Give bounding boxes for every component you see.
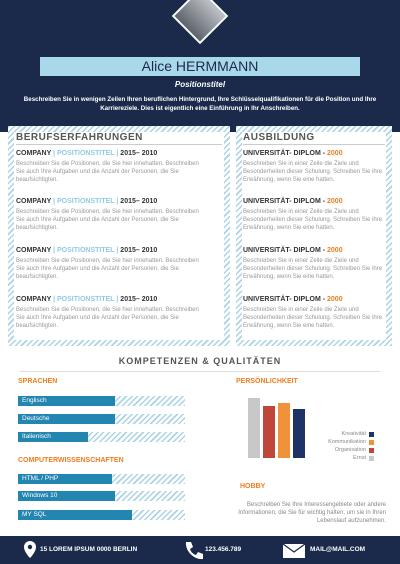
divider — [20, 371, 380, 372]
skill-bar — [18, 510, 132, 520]
skill-bar — [18, 432, 89, 442]
degree: UNIVERSITÄT- DIPLOM - — [243, 150, 326, 157]
footer-bg — [0, 536, 400, 564]
entry-text: Beschreiben Sie in einer Zeile die Ziele… — [243, 161, 383, 183]
skill-bar — [18, 414, 115, 424]
skill-name: HTML / PHP — [22, 475, 59, 482]
sub-heading: PERSÖNLICHKEIT — [236, 378, 298, 385]
company: COMPANY — [16, 150, 52, 157]
summary: Beschreiben Sie in wenigen Zeilen Ihren … — [23, 96, 377, 112]
skill-name: MY SQL — [22, 511, 47, 518]
skill-track: MY SQL — [18, 510, 185, 520]
entry-text: Beschreiben Sie die Positionen, die Sie … — [16, 161, 199, 183]
entry-text: Beschreiben Sie in einer Zeile die Ziele… — [243, 258, 383, 280]
years: 2015– 2010 — [120, 247, 158, 254]
skill-name: Deutsche — [22, 415, 50, 422]
degree: UNIVERSITÄT- DIPLOM - — [243, 247, 326, 254]
years: 2015– 2010 — [120, 150, 158, 157]
skill-track: Deutsche — [18, 414, 185, 424]
year: 2000 — [327, 198, 343, 205]
footer-icons — [24, 541, 306, 560]
entry-text: Beschreiben Sie die Positionen, die Sie … — [16, 209, 199, 231]
skill-track: Englisch — [18, 396, 185, 406]
skill-track: HTML / PHP — [18, 474, 185, 484]
email: MAIL@MAIL.COM — [310, 546, 366, 553]
section-heading: AUSBILDUNG — [243, 132, 315, 143]
company: COMPANY — [16, 198, 52, 205]
year: 2000 — [327, 296, 343, 303]
sub-heading: SPRACHEN — [18, 378, 58, 385]
entry-title: COMPANY | POSITIONSTITEL | 2015– 2010 — [16, 247, 222, 254]
bar — [293, 409, 305, 458]
entry-title: COMPANY | POSITIONSTITEL | 2015– 2010 — [16, 150, 222, 157]
legend-swatch — [369, 448, 374, 453]
skill-bar — [18, 396, 115, 406]
skill-name: Italienisch — [22, 433, 51, 440]
section-heading: BERUFSERFAHRUNGEN — [16, 132, 143, 143]
job-title: Positionstitel — [174, 80, 226, 89]
legend-swatch — [369, 456, 374, 461]
skill-name: Windows 10 — [22, 492, 58, 499]
entry-text: Beschreiben Sie in einer Zeile die Ziele… — [243, 307, 383, 329]
company: COMPANY — [16, 247, 52, 254]
experience-box — [8, 126, 230, 346]
degree: UNIVERSITÄT- DIPLOM - — [243, 296, 326, 303]
section-heading: KOMPETENZEN & QUALITÄTEN — [118, 356, 282, 366]
legend-label: Ernst — [353, 455, 366, 461]
entry-title: COMPANY | POSITIONSTITEL | 2015– 2010 — [16, 198, 222, 205]
entry-title: UNIVERSITÄT- DIPLOM - 2000 — [243, 247, 388, 254]
skill-bar — [18, 491, 115, 501]
address: 15 LOREM IPSUM 0000 BERLIN — [40, 546, 138, 553]
bar — [263, 406, 275, 458]
entry-text: Beschreiben Sie in einer Zeile die Ziele… — [243, 209, 383, 231]
position: | POSITIONSTITEL | — [53, 150, 119, 157]
heading-rule — [243, 144, 385, 145]
entry-text: Beschreiben Sie die Positionen, die Sie … — [16, 258, 199, 280]
legend-label: Kreativität — [341, 431, 366, 437]
skill-name: Englisch — [22, 397, 47, 404]
legend-swatch — [369, 440, 374, 445]
year: 2000 — [327, 150, 343, 157]
entry-title: UNIVERSITÄT- DIPLOM - 2000 — [243, 198, 388, 205]
entry-title: UNIVERSITÄT- DIPLOM - 2000 — [243, 296, 388, 303]
years: 2015– 2010 — [120, 296, 158, 303]
position: | POSITIONSTITEL | — [53, 198, 119, 205]
skill-track: Windows 10 — [18, 491, 185, 501]
degree: UNIVERSITÄT- DIPLOM - — [243, 198, 326, 205]
hobby-text: Beschreiben Sie Ihre Interessengebiete o… — [238, 502, 386, 524]
skill-track: Italienisch — [18, 432, 185, 442]
entry-text: Beschreiben Sie die Positionen, die Sie … — [16, 307, 199, 329]
position: | POSITIONSTITEL | — [53, 296, 119, 303]
name-band — [40, 57, 360, 76]
phone: 123.456.789 — [205, 546, 242, 553]
legend-label: Kommunikation — [328, 439, 366, 445]
bar — [278, 402, 290, 458]
year: 2000 — [327, 247, 343, 254]
skill-bar — [18, 474, 112, 484]
sub-heading: HOBBY — [240, 483, 266, 490]
years: 2015– 2010 — [120, 198, 158, 205]
bar — [248, 398, 260, 458]
legend-label: Organisation — [334, 447, 366, 453]
heading-rule — [16, 144, 222, 145]
education-box — [236, 126, 392, 346]
entry-title: COMPANY | POSITIONSTITEL | 2015– 2010 — [16, 296, 222, 303]
position: | POSITIONSTITEL | — [53, 247, 119, 254]
name: Alice HERMMANN — [141, 58, 259, 74]
entry-title: UNIVERSITÄT- DIPLOM - 2000 — [243, 150, 388, 157]
legend-swatch — [369, 432, 374, 437]
company: COMPANY — [16, 296, 52, 303]
sub-heading: COMPUTERWISSENSCHAFTEN — [18, 457, 124, 464]
